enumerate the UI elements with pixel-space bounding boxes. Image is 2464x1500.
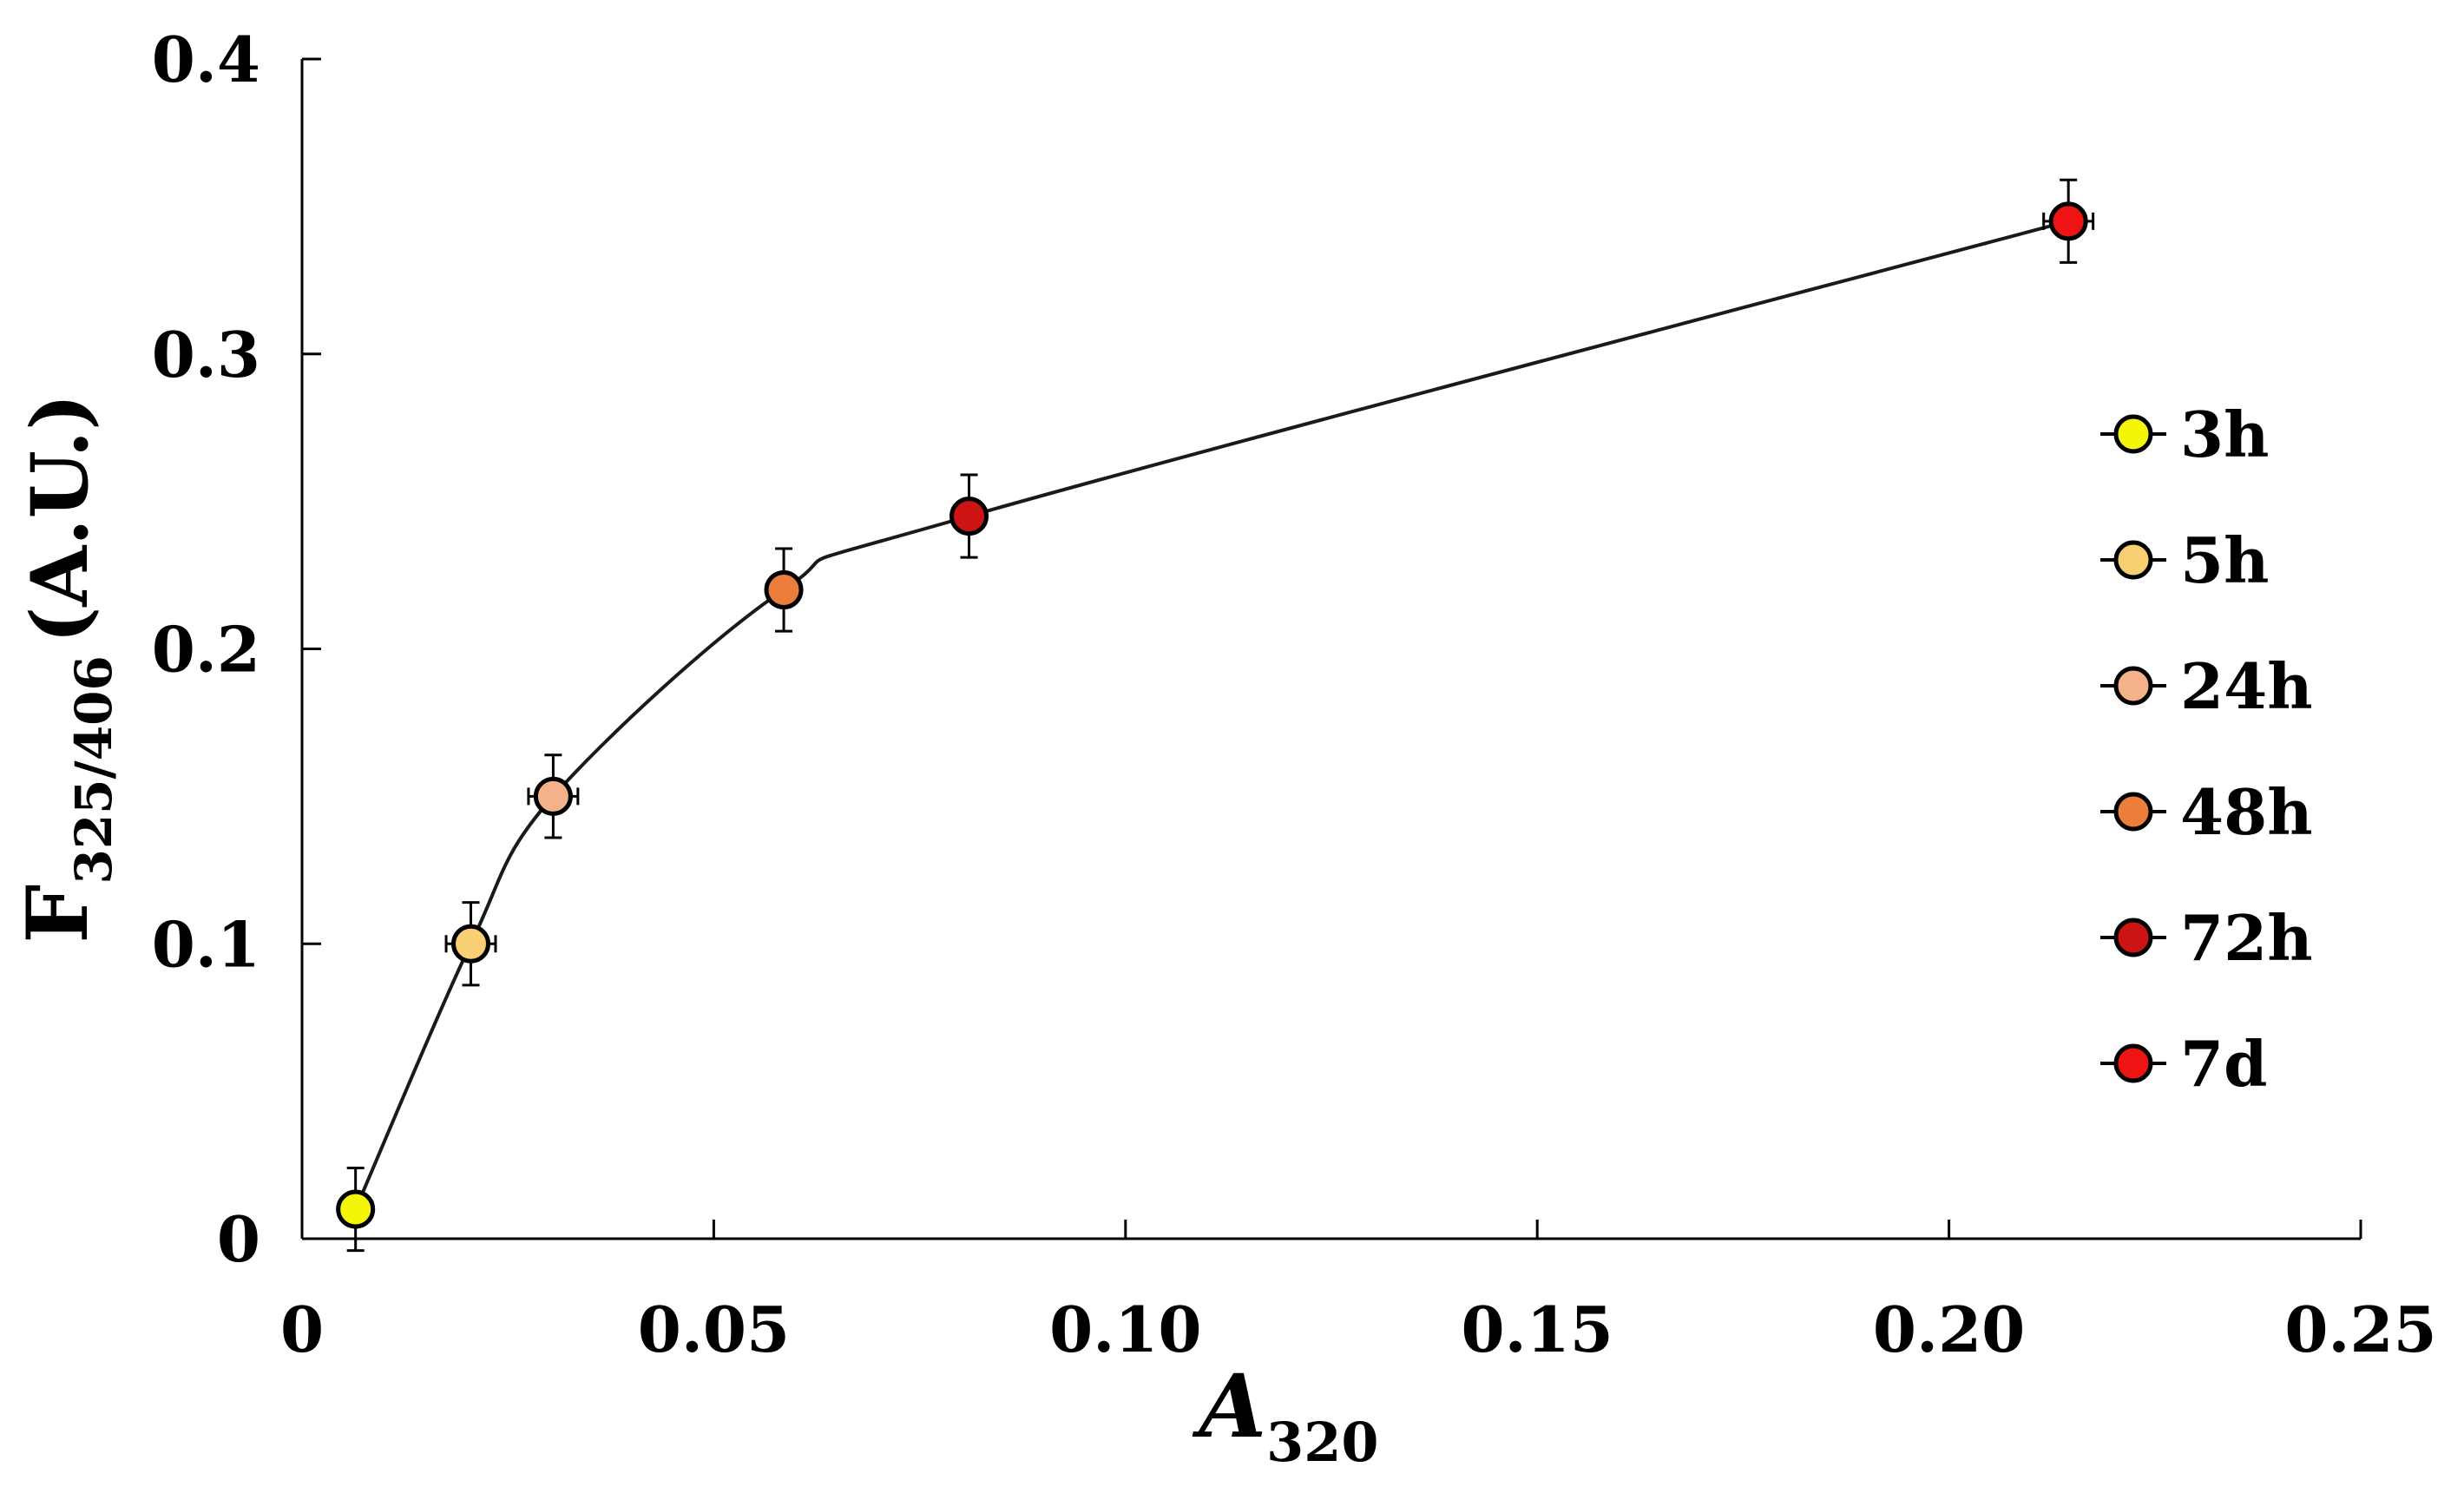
marker <box>764 570 804 610</box>
y-tick-label: 0.3 <box>152 318 260 391</box>
x-axis-title-sub: 320 <box>1266 1411 1378 1474</box>
data-point-48h <box>764 547 804 633</box>
x-axis-title-main: A <box>1192 1355 1266 1457</box>
data-point-5h <box>444 901 497 987</box>
y-axis-title-sub: 325/406 <box>64 655 123 884</box>
data-point-7d <box>2042 178 2095 264</box>
y-axis-title-main: F <box>9 885 107 944</box>
y-tick-label: 0.1 <box>152 907 260 981</box>
data-point-3h <box>336 1166 376 1253</box>
marker <box>533 776 573 816</box>
y-axis-title-unit: (A.U.) <box>14 393 106 643</box>
legend-item-48h: 48h <box>2100 775 2313 849</box>
marker <box>336 1189 376 1229</box>
x-tick-label: 0.20 <box>1873 1293 2025 1366</box>
x-tick-label: 0.25 <box>2284 1293 2436 1366</box>
legend-marker <box>2113 792 2153 832</box>
data-point-24h <box>527 753 580 839</box>
legend-marker <box>2113 540 2153 580</box>
legend-item-5h: 5h <box>2100 523 2269 597</box>
data-point-72h <box>949 473 989 559</box>
legend-label: 48h <box>2180 775 2313 849</box>
legend-label: 7d <box>2180 1027 2267 1101</box>
marker <box>451 924 491 964</box>
x-tick-label: 0.10 <box>1049 1293 1201 1366</box>
marker <box>2048 201 2088 241</box>
curve-layer <box>353 219 2069 1210</box>
y-tick-label: 0.2 <box>152 613 260 687</box>
axes: 0 0.05 0.10 0.15 0.20 0.25 0 0.1 0.2 0.3 0.4 <box>152 23 2437 1366</box>
legend-marker <box>2113 918 2153 957</box>
legend-marker <box>2113 414 2153 454</box>
legend-item-3h: 3h <box>2100 398 2269 471</box>
x-axis-title: A320 <box>1192 1355 1378 1474</box>
legend: 3h 5h 24h 48h 72h 7d <box>2100 398 2313 1101</box>
y-axis-title: F325/406 (A.U.) <box>9 393 123 943</box>
points-layer <box>336 178 2095 1253</box>
legend-label: 24h <box>2180 649 2313 723</box>
legend-label: 3h <box>2180 398 2269 471</box>
legend-marker <box>2113 1043 2153 1083</box>
marker <box>949 497 989 536</box>
legend-label: 5h <box>2180 523 2269 597</box>
y-tick-label: 0.4 <box>152 23 260 96</box>
x-tick-label: 0 <box>280 1293 324 1366</box>
x-tick-label: 0.05 <box>638 1293 790 1366</box>
y-tick-label: 0 <box>217 1202 260 1276</box>
legend-item-24h: 24h <box>2100 649 2313 723</box>
legend-label: 72h <box>2180 901 2313 975</box>
legend-item-7d: 7d <box>2100 1027 2267 1101</box>
fit-curve <box>353 219 2069 1210</box>
legend-marker <box>2113 666 2153 706</box>
legend-item-72h: 72h <box>2100 901 2313 975</box>
x-tick-label: 0.15 <box>1462 1293 1613 1366</box>
